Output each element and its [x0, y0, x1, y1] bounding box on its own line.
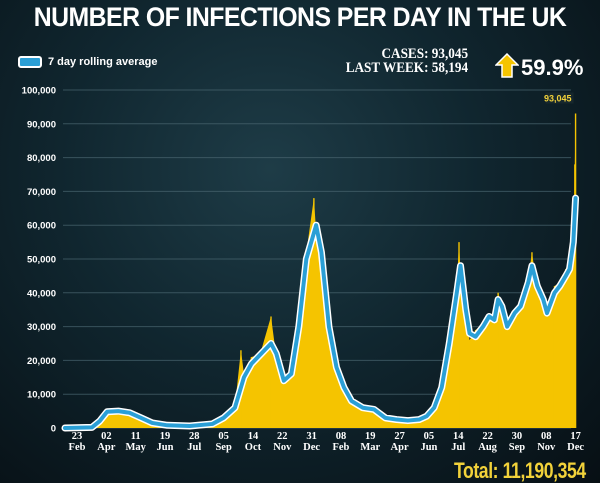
x-tick-month: Nov — [273, 442, 292, 453]
y-tick-label: 40,000 — [27, 288, 56, 299]
x-tick-day: 19 — [160, 431, 171, 442]
legend-swatch — [18, 56, 42, 68]
stats: CASES: 93,045 LAST WEEK: 58,194 — [345, 46, 468, 76]
cases-stat: CASES: 93,045 — [381, 46, 468, 62]
arrow-up-icon — [495, 53, 519, 78]
x-tick-day: 27 — [394, 431, 405, 442]
legend-label: 7 day rolling average — [48, 56, 158, 68]
x-tick-month: Oct — [245, 442, 262, 453]
x-tick-month: Nov — [537, 442, 556, 453]
x-tick-month: Apr — [97, 442, 115, 453]
x-tick-day: 02 — [101, 431, 112, 442]
x-tick-month: May — [125, 442, 146, 453]
x-tick-month: Apr — [391, 442, 409, 453]
x-tick-month: Jun — [157, 442, 174, 453]
y-tick-label: 20,000 — [27, 356, 56, 367]
total-cases: Total: 11,190,354 — [454, 458, 586, 483]
x-tick-day: 08 — [541, 431, 552, 442]
y-tick-label: 70,000 — [27, 187, 56, 198]
peak-label-bg — [545, 92, 574, 104]
y-tick-label: 100,000 — [22, 86, 56, 97]
x-tick-day: 31 — [306, 431, 317, 442]
y-tick-label: 10,000 — [27, 390, 56, 401]
x-tick-day: 28 — [189, 431, 200, 442]
y-tick-label: 60,000 — [27, 221, 56, 232]
change-percent: 59.9% — [521, 55, 584, 80]
x-tick-day: 22 — [482, 431, 493, 442]
rolling-average-line — [62, 196, 578, 430]
x-tick-month: Dec — [567, 442, 584, 453]
x-tick-day: 14 — [248, 431, 259, 442]
x-tick-month: Feb — [69, 442, 86, 453]
x-tick-month: Feb — [332, 442, 349, 453]
x-tick-day: 17 — [570, 431, 581, 442]
peak-label: 93,045 — [544, 94, 572, 104]
x-tick-month: Mar — [360, 442, 380, 453]
y-tick-label: 90,000 — [27, 119, 56, 130]
x-tick-month: Jun — [420, 442, 437, 453]
legend: 7 day rolling average — [18, 56, 157, 68]
x-tick-day: 30 — [512, 431, 523, 442]
chart-title: NUMBER OF INFECTIONS PER DAY IN THE UK — [33, 2, 567, 32]
last-week-stat: LAST WEEK: 58,194 — [345, 60, 468, 76]
y-tick-label: 0 — [51, 424, 56, 435]
x-tick-day: 14 — [453, 431, 464, 442]
y-tick-label: 80,000 — [27, 153, 56, 164]
y-tick-label: 30,000 — [27, 322, 56, 333]
x-tick-month: Jul — [187, 442, 201, 453]
x-tick-month: Aug — [478, 442, 497, 453]
x-tick-day: 05 — [424, 431, 435, 442]
x-tick-month: Sep — [509, 442, 526, 453]
x-tick-day: 05 — [218, 431, 229, 442]
x-tick-day: 22 — [277, 431, 288, 442]
x-tick-month: Jul — [451, 442, 465, 453]
x-tick-day: 08 — [336, 431, 347, 442]
x-tick-day: 23 — [72, 431, 83, 442]
x-tick-month: Sep — [215, 442, 232, 453]
y-tick-label: 50,000 — [27, 255, 56, 266]
x-tick-day: 11 — [131, 431, 141, 442]
x-tick-day: 19 — [365, 431, 376, 442]
x-tick-month: Dec — [303, 442, 320, 453]
